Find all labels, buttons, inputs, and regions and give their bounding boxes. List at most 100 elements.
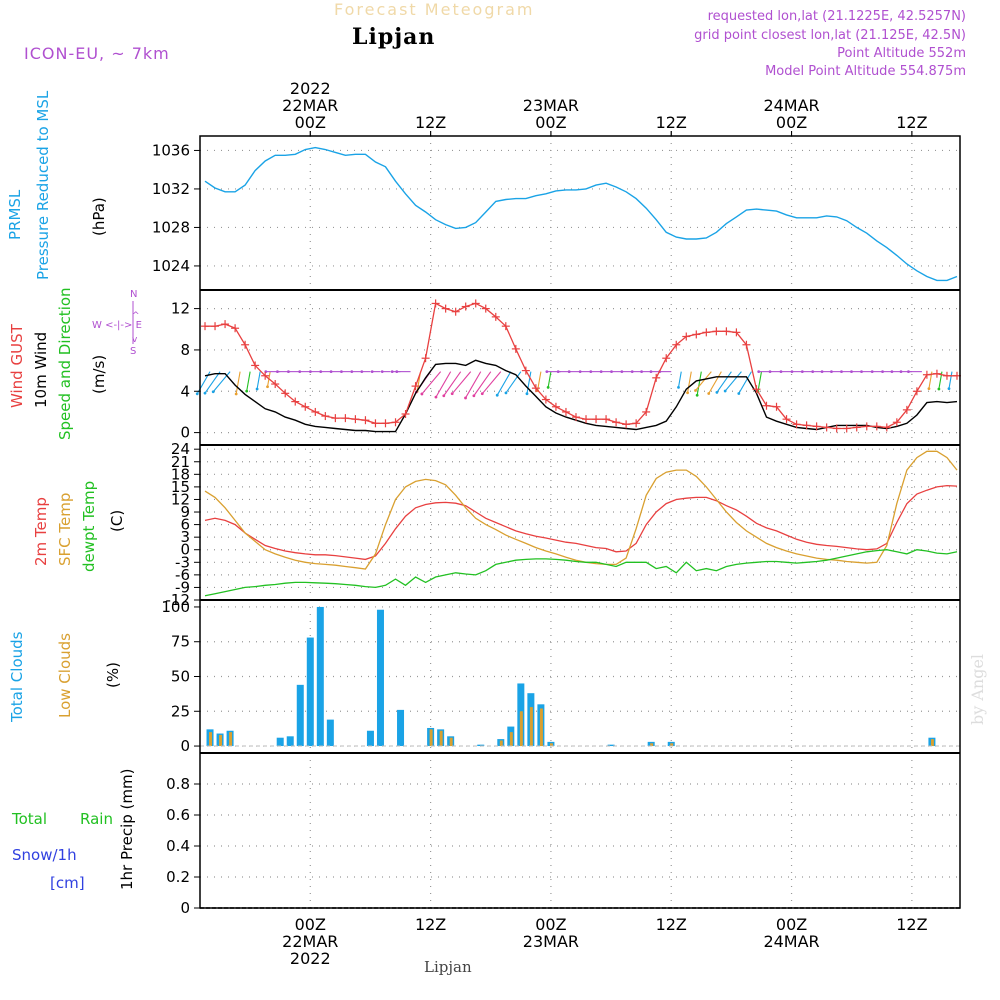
- low-cloud-bar: [930, 739, 934, 747]
- wind-barb-tip: [811, 370, 815, 374]
- wind-barb-tip: [234, 392, 238, 396]
- low-cloud-bar: [650, 743, 654, 747]
- time-tick-label: 12Z: [415, 915, 446, 934]
- prmsl-label: PRMSL: [6, 189, 24, 240]
- precip-rain-label: Rain: [80, 810, 113, 828]
- y-tick-label: 1028: [152, 218, 190, 236]
- wind-barb-tip: [360, 370, 364, 374]
- wind-barb: [708, 371, 722, 394]
- wind-barb: [465, 371, 482, 399]
- time-tick-label: 2022: [290, 949, 331, 968]
- low-cloud-bar: [439, 730, 443, 747]
- wind-barb-tip: [380, 370, 384, 374]
- pressure-unit-label: (hPa): [90, 197, 108, 236]
- wind-barb-tip: [450, 392, 454, 396]
- wind-barb-tip: [480, 392, 484, 396]
- wind-barb-tip: [694, 389, 697, 392]
- requested-coords: requested lon,lat (21.1225E, 42.5257N): [707, 9, 966, 24]
- wind-barb-tip: [340, 370, 343, 374]
- wind-barb-tip: [578, 370, 582, 374]
- panel-background: [200, 136, 960, 290]
- time-tick-label: 22MAR: [282, 932, 338, 951]
- time-tick-label: 12Z: [896, 113, 927, 132]
- low-cloud-bar: [670, 743, 674, 747]
- y-tick-label: 1024: [152, 257, 190, 275]
- compass-south-label: S: [130, 346, 137, 357]
- time-tick-label: 24MAR: [763, 932, 819, 951]
- wind-barb-tip: [556, 370, 560, 374]
- wind-barb-tip: [620, 370, 624, 374]
- time-tick-label: 12Z: [415, 113, 446, 132]
- y-tick-label: 12: [171, 490, 190, 508]
- wind-barb: [505, 371, 522, 394]
- total-cloud-bar: [376, 609, 384, 747]
- wind-barb-tip: [850, 370, 853, 374]
- low-clouds-label: Low Clouds: [56, 633, 74, 718]
- temp-2m-label: 2m Temp: [32, 497, 50, 566]
- y-tick-label: 6: [180, 516, 190, 534]
- wind-barb-tip: [610, 370, 613, 374]
- y-tick-label: 0.2: [166, 868, 190, 886]
- wind-barb-tip: [245, 389, 249, 393]
- y-tick-label: 4: [180, 382, 190, 400]
- low-cloud-bar: [429, 729, 433, 747]
- wind-barb: [757, 371, 763, 392]
- wind-barb: [212, 371, 231, 393]
- precip-total-label: Total: [12, 810, 48, 828]
- time-tick-label: 00Z: [535, 915, 566, 934]
- panel-background: [200, 445, 960, 600]
- wind-barb: [716, 371, 732, 393]
- wind-barb-tip: [927, 387, 931, 391]
- bottom-location-label: Lipjan: [424, 958, 472, 976]
- watermark: by Angel: [968, 653, 987, 725]
- wind-barb-tip: [860, 370, 863, 374]
- location-title: Lipjan: [352, 24, 436, 50]
- time-tick-label: 23MAR: [523, 96, 579, 115]
- panel-background: [200, 290, 960, 445]
- y-tick-label: 75: [171, 633, 190, 651]
- total-cloud-bar: [326, 719, 334, 747]
- wind-barb-tip: [298, 370, 302, 374]
- wind-barb-tip: [211, 390, 215, 394]
- wind-barb: [473, 371, 492, 397]
- wind-barb-tip: [757, 370, 761, 374]
- wind-barb-tip: [890, 370, 894, 374]
- wind-barb-tip: [686, 391, 689, 395]
- wind-barb-tip: [350, 370, 354, 374]
- pressure-reduced-label: Pressure Reduced to MSL: [34, 90, 52, 280]
- low-cloud-bar: [519, 711, 523, 747]
- y-tick-label: -3: [175, 553, 190, 571]
- wind-barb-tip: [203, 391, 207, 395]
- time-tick-label: 00Z: [295, 113, 326, 132]
- wind-barb-tip: [276, 370, 279, 374]
- compass-icon: ^ v: [132, 301, 140, 345]
- wind-barb-tip: [434, 395, 438, 399]
- y-tick-label: 1036: [152, 141, 190, 159]
- closest-coords: grid point closest lon,lat (21.125E, 42.…: [694, 28, 966, 43]
- total-cloud-bar: [286, 736, 294, 747]
- wind-10m-label: 10m Wind: [32, 331, 50, 408]
- y-tick-label: -6: [175, 566, 190, 584]
- wind-barb-tip: [370, 370, 374, 374]
- temp-sfc-label: SFC Temp: [56, 492, 74, 566]
- time-tick-label: 12Z: [656, 915, 687, 934]
- wind-barb-tip: [649, 370, 653, 374]
- y-tick-label: 12: [171, 300, 190, 318]
- wind-barb-tip: [820, 370, 824, 374]
- wind-barb-tip: [723, 389, 727, 393]
- wind-barb-tip: [308, 370, 312, 374]
- wind-barb-tip: [695, 393, 699, 397]
- y-tick-label: 8: [180, 341, 190, 359]
- wind-barb-tip: [504, 391, 508, 395]
- total-clouds-label: Total Clouds: [8, 631, 26, 722]
- y-tick-label: 0.4: [166, 837, 190, 855]
- compass-we-label: W <-|-> E: [92, 320, 142, 331]
- wind-barb-tip: [495, 393, 499, 397]
- wind-barb: [246, 371, 251, 392]
- low-cloud-bar: [549, 743, 553, 747]
- forecast-meteogram-subtitle: Forecast Meteogram: [334, 0, 535, 19]
- panel-background: [200, 753, 960, 908]
- time-tick-label: 00Z: [535, 113, 566, 132]
- wind-barb: [443, 371, 462, 397]
